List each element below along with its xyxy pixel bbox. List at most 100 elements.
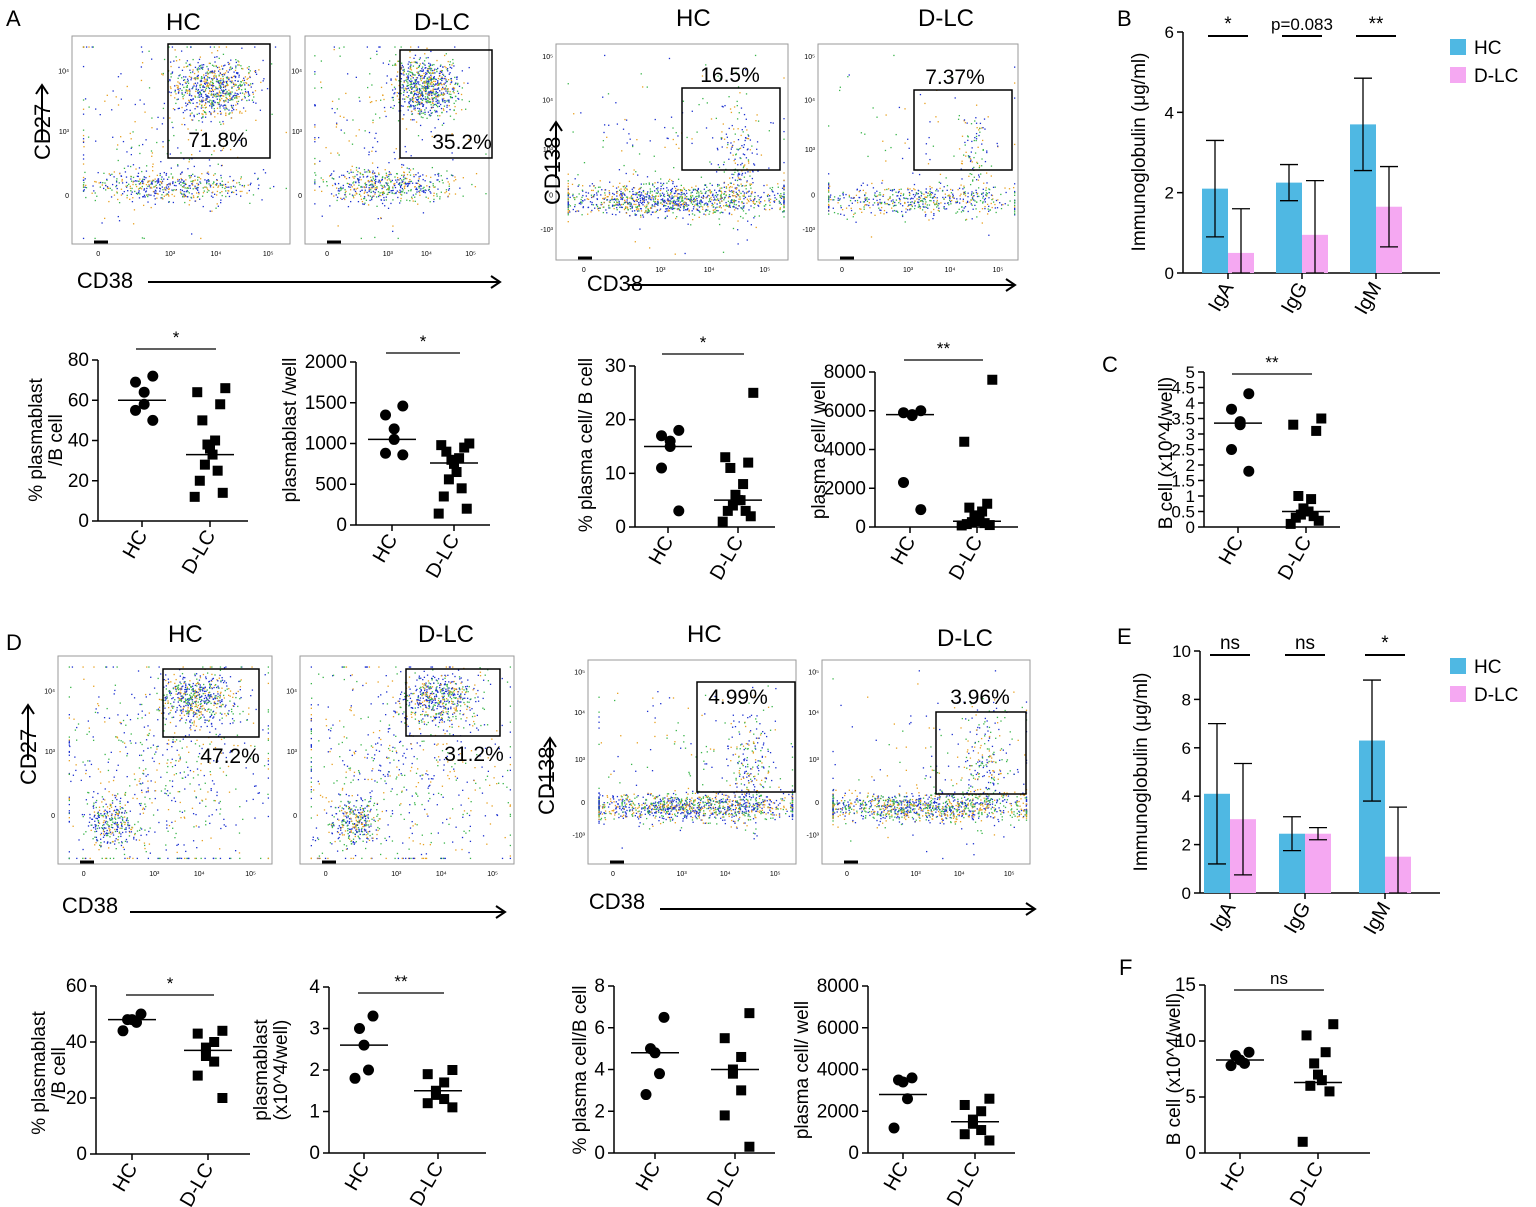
flow-event <box>194 66 197 69</box>
flow-event <box>421 112 423 114</box>
flow-event <box>739 92 741 94</box>
flow-event <box>720 138 723 140</box>
flow-event <box>363 197 366 200</box>
flow-event <box>909 204 911 206</box>
flow-event <box>638 191 640 194</box>
flow-event <box>662 200 664 202</box>
flow-event <box>929 194 931 196</box>
flow-event <box>616 201 618 203</box>
flow-event <box>568 193 570 195</box>
flow-event <box>379 182 381 184</box>
flow-event <box>927 207 929 209</box>
flow-event <box>105 184 107 187</box>
flow-event <box>698 211 701 213</box>
flow-event <box>982 148 984 151</box>
flow-event <box>236 101 238 103</box>
flow-event <box>140 188 143 190</box>
flow-event <box>359 176 361 178</box>
flow-event <box>960 193 962 195</box>
flow-event <box>395 179 397 181</box>
flow-event <box>239 92 242 94</box>
flow-event <box>727 205 729 207</box>
flow-event <box>777 183 779 185</box>
flow-event <box>1014 183 1016 185</box>
flow-event <box>255 119 257 122</box>
flow-event <box>177 92 180 94</box>
flow-event <box>208 92 210 95</box>
flow-event <box>176 87 179 89</box>
flow-event <box>630 197 633 200</box>
flow-event <box>914 194 917 196</box>
flow-event <box>637 202 640 204</box>
flow-event <box>604 192 606 194</box>
flow-event <box>769 201 771 204</box>
flow-event <box>654 182 656 184</box>
flow-event <box>440 92 443 94</box>
flow-event <box>419 95 421 97</box>
flow-event <box>452 159 454 161</box>
flow-event <box>375 189 377 191</box>
flow-event <box>754 215 756 218</box>
flow-event <box>985 194 987 196</box>
flow-event <box>201 121 204 123</box>
flow-event <box>243 93 246 95</box>
flow-event <box>702 197 704 199</box>
flow-event <box>743 113 746 116</box>
flow-event <box>735 154 737 156</box>
flow-event <box>966 122 968 124</box>
flow-event <box>829 196 831 198</box>
flow-event <box>139 187 142 189</box>
flow-event <box>737 128 739 130</box>
flow-event <box>577 174 579 176</box>
flow-event <box>740 164 742 166</box>
panel-labels: A B C D E F <box>6 6 1132 980</box>
flow-event <box>976 127 978 129</box>
flow-event <box>360 185 362 188</box>
flow-event <box>414 85 417 87</box>
flow-event <box>576 196 578 198</box>
flow-event <box>150 186 152 188</box>
flow-event <box>992 186 995 189</box>
flow-event <box>986 213 989 215</box>
flow-event <box>751 145 753 147</box>
flow-event <box>168 91 171 93</box>
flow-event <box>400 197 402 200</box>
flow-event <box>733 200 735 203</box>
flow-event <box>567 194 569 197</box>
flow-event <box>625 172 627 175</box>
flow-event <box>161 197 163 199</box>
flow-event <box>425 72 427 74</box>
flow-event <box>183 190 185 193</box>
flow-event <box>1014 211 1016 213</box>
flow-event <box>102 187 105 190</box>
flow-event <box>235 96 238 98</box>
flow-event <box>182 79 185 82</box>
flow-event <box>200 129 203 131</box>
flow-event <box>632 198 634 201</box>
flow-event <box>918 204 920 206</box>
flow-event <box>264 172 267 174</box>
flow-event <box>202 86 204 88</box>
flow-event <box>258 184 260 186</box>
flow-event <box>429 78 431 80</box>
flow-event <box>171 177 174 179</box>
flow-event <box>1014 194 1016 196</box>
flow-event <box>394 63 396 65</box>
flow-event <box>737 243 739 245</box>
flow-event <box>923 198 926 200</box>
flow-event <box>236 734 239 736</box>
flow-event <box>783 172 785 174</box>
flow-event <box>130 178 132 180</box>
flow-event <box>581 185 584 187</box>
flow-event <box>760 201 762 203</box>
flow-event <box>718 223 721 226</box>
flow-event <box>651 194 654 196</box>
flow-event <box>406 87 408 90</box>
flow-event <box>738 172 740 175</box>
flow-event <box>404 183 406 185</box>
flow-event <box>174 85 176 87</box>
flow-event <box>146 187 148 190</box>
flow-event <box>194 187 196 189</box>
flow-event <box>746 149 749 151</box>
